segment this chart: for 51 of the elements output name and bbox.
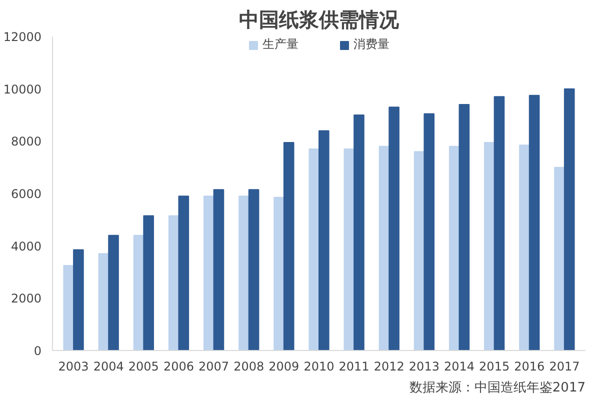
bar <box>354 114 364 350</box>
y-tick-label: 10000 <box>3 82 42 96</box>
bar <box>458 104 470 350</box>
bar <box>519 144 530 350</box>
bar <box>274 196 284 350</box>
x-tick-label: 2003 <box>58 360 89 374</box>
source-note: 数据来源：中国造纸年鉴2017 <box>409 380 586 396</box>
x-tick-label: 2007 <box>198 360 230 374</box>
bar <box>554 166 565 350</box>
bar <box>248 189 260 350</box>
x-tick-label: 2017 <box>549 360 580 374</box>
x-tick-label: 2016 <box>514 360 545 374</box>
x-tick-label: 2009 <box>268 360 300 374</box>
y-tick-label: 8000 <box>10 134 42 149</box>
bar <box>63 264 74 350</box>
bar <box>143 215 154 350</box>
bar <box>213 189 224 350</box>
bar <box>308 148 320 350</box>
bar <box>73 249 84 350</box>
bar <box>424 113 435 350</box>
legend-label: 消费量 <box>354 36 390 53</box>
x-tick-label: 2013 <box>408 360 440 374</box>
bar <box>203 196 214 350</box>
y-tick-label: 6000 <box>10 187 42 201</box>
bar <box>564 88 575 350</box>
bar <box>484 142 495 350</box>
bar <box>448 146 460 350</box>
y-tick-label: 0 <box>34 344 42 358</box>
legend-label: 生产量 <box>262 36 298 53</box>
x-tick-label: 2010 <box>304 360 334 374</box>
bar <box>318 130 330 350</box>
bar <box>178 196 190 350</box>
bar <box>238 196 250 350</box>
y-tick-label: 12000 <box>3 30 42 44</box>
bar <box>344 148 355 350</box>
bar <box>283 142 294 350</box>
bar <box>108 234 119 350</box>
y-tick-label: 4000 <box>10 239 42 254</box>
x-tick-label: 2011 <box>338 360 370 374</box>
x-tick-label: 2008 <box>234 360 264 374</box>
bar <box>494 96 505 350</box>
x-tick-label: 2004 <box>93 360 124 374</box>
x-tick-label: 2005 <box>128 360 159 374</box>
bar <box>388 106 400 350</box>
x-tick-label: 2006 <box>163 360 194 374</box>
x-tick-label: 2012 <box>374 360 404 374</box>
x-tick-label: 2015 <box>479 360 510 374</box>
bar <box>528 94 540 350</box>
y-tick-label: 2000 <box>10 292 42 306</box>
chart-title: 中国纸浆供需情况 <box>239 8 400 32</box>
x-tick-label: 2014 <box>444 360 475 374</box>
